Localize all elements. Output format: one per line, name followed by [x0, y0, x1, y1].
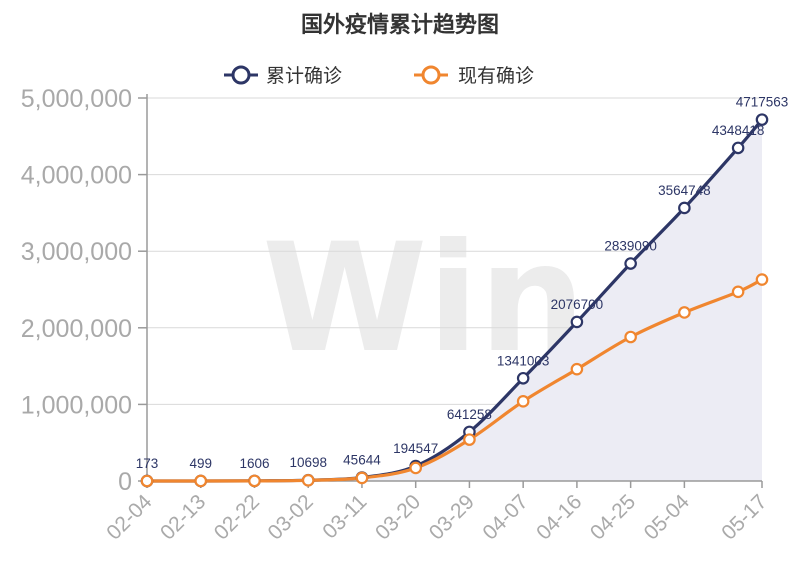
data-label: 1606 — [239, 456, 269, 471]
data-point-current — [248, 474, 261, 488]
data-point-total — [731, 141, 745, 155]
y-tick-label: 0 — [118, 468, 132, 496]
legend-marker-total — [231, 65, 251, 85]
data-label: 641258 — [447, 407, 492, 422]
data-point-current — [570, 362, 584, 376]
legend[interactable]: 累计确诊 现有确诊 — [224, 65, 534, 87]
x-tick-label: 02-13 — [156, 490, 210, 544]
legend-item-total[interactable]: 累计确诊 — [224, 65, 342, 87]
data-label: 1341003 — [497, 353, 550, 368]
data-label: 4717563 — [736, 95, 789, 110]
legend-label-current: 现有确诊 — [458, 65, 534, 87]
y-tick-label: 4,000,000 — [21, 162, 132, 190]
data-point-current — [140, 474, 154, 488]
data-label: 2839090 — [604, 239, 657, 254]
x-tick-label: 05-17 — [717, 490, 771, 544]
data-point-current — [355, 471, 369, 485]
data-point-total — [755, 113, 769, 126]
data-point-total — [624, 257, 637, 270]
x-tick-label: 04-07 — [478, 490, 532, 544]
legend-marker-current — [421, 65, 441, 85]
y-tick-label: 1,000,000 — [21, 391, 132, 419]
y-tick-label: 5,000,000 — [21, 85, 132, 113]
data-point-total — [570, 315, 584, 329]
data-label: 2076700 — [551, 297, 604, 312]
data-label: 499 — [189, 456, 212, 471]
legend-label-total: 累计确诊 — [266, 65, 342, 87]
x-tick-label: 04-16 — [532, 490, 586, 544]
data-labels: 173 499 1606 10698 45644 194547 641258 1341003 2… — [136, 95, 789, 471]
x-tick-label: 03-02 — [264, 490, 318, 544]
y-tick-label: 2,000,000 — [21, 315, 132, 343]
chart-title: 国外疫情累计趋势图 — [301, 12, 499, 38]
series-area-total — [147, 119, 762, 481]
x-tick-label: 04-25 — [586, 490, 640, 544]
data-point-current — [755, 273, 769, 286]
data-point-total — [678, 201, 691, 215]
x-tick-label: 03-20 — [371, 490, 425, 544]
data-point-total — [516, 371, 530, 385]
data-point-current — [678, 306, 691, 319]
y-tick-label: 3,000,000 — [21, 238, 132, 266]
data-label: 45644 — [343, 453, 381, 468]
x-tick-label: 02-04 — [102, 490, 156, 544]
x-tick-label: 03-11 — [318, 490, 371, 543]
x-tick-label: 03-29 — [425, 490, 479, 544]
data-point-current — [463, 433, 476, 446]
data-point-current — [731, 285, 745, 299]
data-point-current — [624, 330, 637, 344]
x-tick-label: 02-22 — [210, 490, 264, 544]
data-point-current — [516, 395, 530, 408]
data-point-current — [301, 474, 315, 487]
data-point-current — [409, 461, 422, 475]
data-label: 3564748 — [658, 183, 711, 198]
lines-layer — [140, 113, 769, 488]
area-layer — [147, 119, 762, 481]
data-label: 173 — [136, 456, 159, 471]
data-point-current — [194, 474, 208, 488]
legend-item-current[interactable]: 现有确诊 — [414, 65, 534, 87]
data-label: 10698 — [289, 455, 327, 470]
data-label: 4348418 — [712, 123, 765, 138]
x-tick-label: 05-04 — [640, 490, 694, 544]
data-label: 194547 — [393, 441, 438, 456]
